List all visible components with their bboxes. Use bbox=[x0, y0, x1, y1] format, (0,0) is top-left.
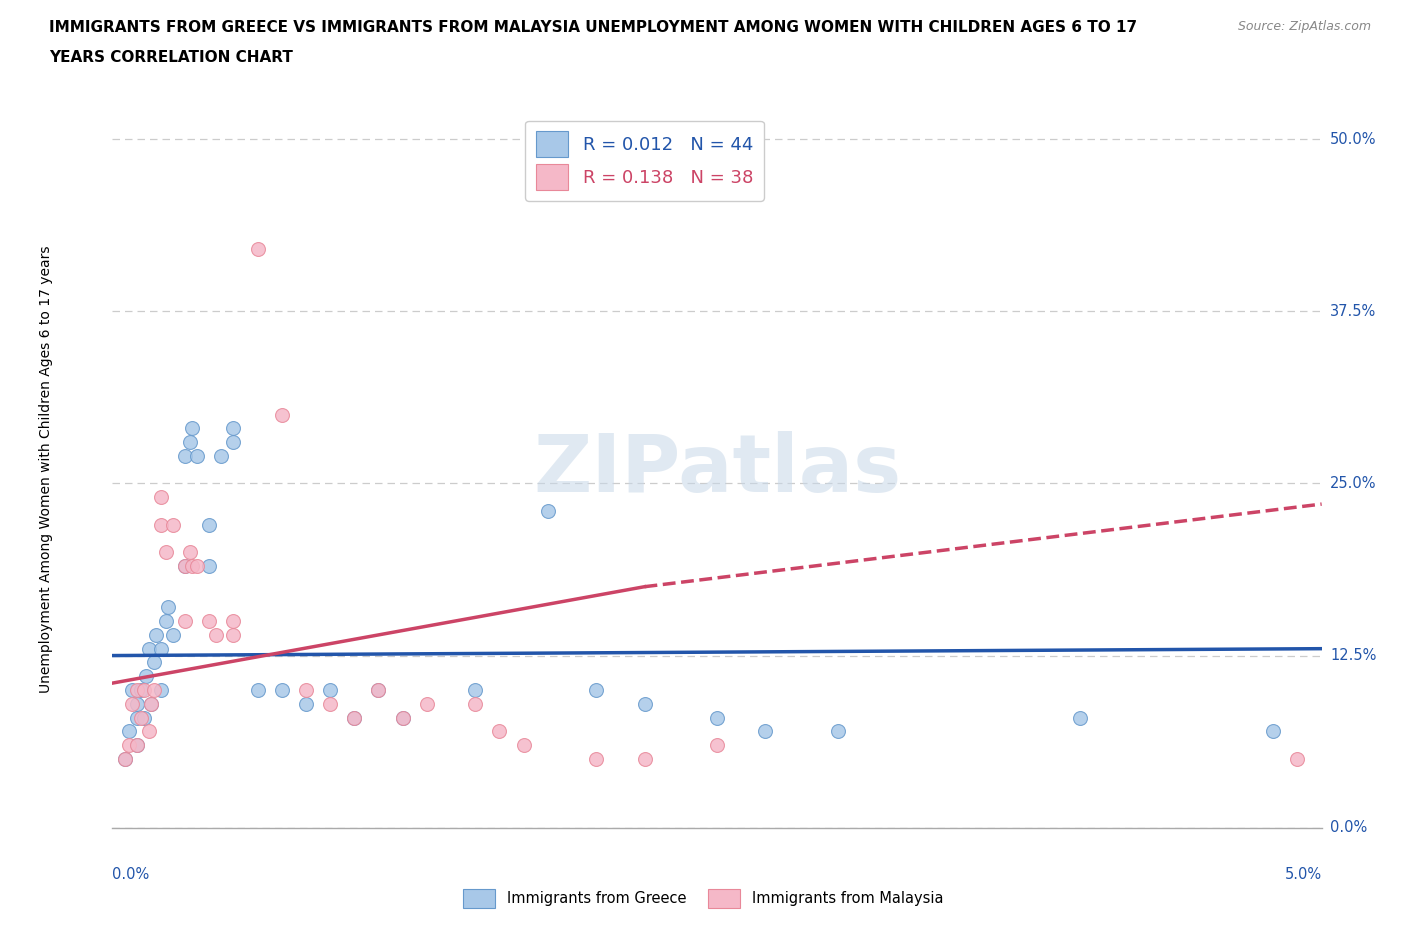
Point bbox=[537, 503, 560, 518]
Point bbox=[706, 711, 728, 725]
Point bbox=[174, 559, 197, 574]
Legend: Immigrants from Greece, Immigrants from Malaysia: Immigrants from Greece, Immigrants from … bbox=[457, 883, 949, 913]
Point bbox=[205, 628, 228, 643]
Point bbox=[121, 683, 143, 698]
Text: IMMIGRANTS FROM GREECE VS IMMIGRANTS FROM MALAYSIA UNEMPLOYMENT AMONG WOMEN WITH: IMMIGRANTS FROM GREECE VS IMMIGRANTS FRO… bbox=[49, 20, 1137, 35]
Text: YEARS CORRELATION CHART: YEARS CORRELATION CHART bbox=[49, 50, 292, 65]
Point bbox=[585, 751, 607, 766]
Text: ZIPatlas: ZIPatlas bbox=[533, 431, 901, 509]
Point bbox=[295, 683, 318, 698]
Point bbox=[198, 517, 221, 532]
Point bbox=[1263, 724, 1285, 738]
Point bbox=[131, 711, 153, 725]
Point bbox=[132, 683, 155, 698]
Point bbox=[222, 614, 245, 629]
Point bbox=[198, 559, 221, 574]
Point bbox=[270, 407, 292, 422]
Point bbox=[391, 711, 413, 725]
Point bbox=[174, 614, 197, 629]
Point bbox=[198, 614, 221, 629]
Legend: R = 0.012   N = 44, R = 0.138   N = 38: R = 0.012 N = 44, R = 0.138 N = 38 bbox=[524, 121, 763, 201]
Point bbox=[367, 683, 389, 698]
Point bbox=[464, 697, 486, 711]
Point bbox=[754, 724, 776, 738]
Point bbox=[118, 737, 141, 752]
Point bbox=[125, 737, 148, 752]
Point bbox=[391, 711, 413, 725]
Point bbox=[186, 448, 208, 463]
Point bbox=[149, 490, 172, 505]
Point bbox=[1069, 711, 1091, 725]
Point bbox=[179, 545, 201, 560]
Point bbox=[222, 434, 245, 449]
Point bbox=[142, 683, 165, 698]
Point bbox=[706, 737, 728, 752]
Point bbox=[181, 421, 204, 436]
Text: 5.0%: 5.0% bbox=[1285, 867, 1322, 882]
Point bbox=[416, 697, 439, 711]
Point bbox=[157, 600, 180, 615]
Point bbox=[138, 724, 160, 738]
Point bbox=[149, 642, 172, 657]
Text: 25.0%: 25.0% bbox=[1330, 476, 1376, 491]
Point bbox=[125, 711, 148, 725]
Point bbox=[827, 724, 849, 738]
Point bbox=[181, 559, 204, 574]
Text: 0.0%: 0.0% bbox=[1330, 820, 1367, 835]
Point bbox=[209, 448, 232, 463]
Point bbox=[149, 683, 172, 698]
Point bbox=[114, 751, 136, 766]
Point bbox=[319, 683, 342, 698]
Point bbox=[114, 751, 136, 766]
Point bbox=[295, 697, 318, 711]
Point bbox=[585, 683, 607, 698]
Point bbox=[142, 655, 165, 670]
Point bbox=[186, 559, 208, 574]
Point bbox=[118, 724, 141, 738]
Text: Unemployment Among Women with Children Ages 6 to 17 years: Unemployment Among Women with Children A… bbox=[39, 246, 53, 694]
Point bbox=[174, 448, 197, 463]
Point bbox=[270, 683, 292, 698]
Point bbox=[343, 711, 366, 725]
Point bbox=[367, 683, 389, 698]
Point bbox=[633, 751, 655, 766]
Point bbox=[222, 421, 245, 436]
Point bbox=[343, 711, 366, 725]
Point bbox=[141, 697, 163, 711]
Point bbox=[141, 697, 163, 711]
Point bbox=[131, 683, 153, 698]
Point bbox=[162, 517, 184, 532]
Point bbox=[319, 697, 342, 711]
Point bbox=[246, 242, 269, 257]
Text: Source: ZipAtlas.com: Source: ZipAtlas.com bbox=[1237, 20, 1371, 33]
Text: 50.0%: 50.0% bbox=[1330, 132, 1376, 147]
Text: 37.5%: 37.5% bbox=[1330, 304, 1376, 319]
Point bbox=[125, 683, 148, 698]
Point bbox=[1286, 751, 1309, 766]
Point bbox=[149, 517, 172, 532]
Point bbox=[246, 683, 269, 698]
Point bbox=[138, 642, 160, 657]
Point bbox=[125, 737, 148, 752]
Text: 0.0%: 0.0% bbox=[112, 867, 149, 882]
Point bbox=[145, 628, 167, 643]
Point bbox=[121, 697, 143, 711]
Point bbox=[512, 737, 534, 752]
Point bbox=[132, 711, 155, 725]
Point bbox=[155, 545, 177, 560]
Point bbox=[125, 697, 148, 711]
Point bbox=[155, 614, 177, 629]
Point bbox=[162, 628, 184, 643]
Point bbox=[135, 669, 157, 684]
Point bbox=[464, 683, 486, 698]
Point bbox=[174, 559, 197, 574]
Point bbox=[488, 724, 510, 738]
Point bbox=[179, 434, 201, 449]
Point bbox=[222, 628, 245, 643]
Text: 12.5%: 12.5% bbox=[1330, 648, 1376, 663]
Point bbox=[633, 697, 655, 711]
